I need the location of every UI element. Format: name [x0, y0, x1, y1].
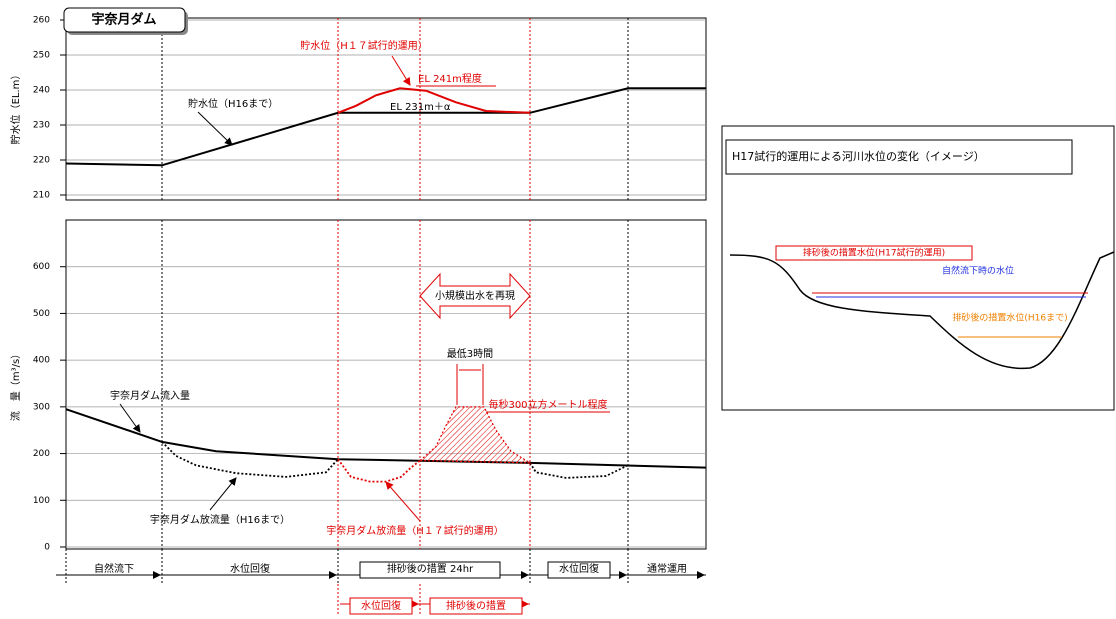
series-label: 貯水位（H１７試行的運用） [300, 39, 428, 52]
y-tick-label: 600 [33, 262, 50, 272]
area [418, 406, 533, 464]
line [161, 441, 629, 479]
plot-frame [65, 17, 707, 201]
plots: 210 220 230 240 250 260 0 100 200 300 400 500 600 [33, 16, 707, 616]
line [65, 408, 707, 469]
line [337, 458, 421, 483]
series-label: 宇奈月ダム放流量（H16まで） [150, 513, 290, 526]
leader [119, 403, 141, 433]
chart-title: 宇奈月ダム [91, 12, 156, 28]
sub-phase-label: 水位回復 [361, 599, 401, 612]
sub-phase-box [429, 597, 523, 615]
inset-label: 自然流下時の水位 [942, 265, 1014, 277]
y-tick-label: 250 [33, 51, 50, 61]
phase-box [547, 561, 611, 579]
sub-phase-box [349, 597, 413, 615]
inset-label: 排砂後の措置水位(H17試行的運用) [803, 247, 945, 259]
leader [385, 481, 421, 522]
y-axis-label: 流 量（m³/s） [9, 349, 22, 421]
phase-label: 水位回復 [559, 562, 599, 575]
phase-label: 自然流下 [94, 562, 134, 575]
y-tick-label: 400 [33, 356, 50, 366]
inset-label: 排砂後の措置水位(H16まで) [952, 312, 1067, 324]
y-tick-label: 240 [33, 86, 50, 96]
inset-title-box [725, 139, 1073, 175]
annotation: EL 231m＋α [390, 102, 451, 113]
series-label: 宇奈月ダム流入量 [110, 389, 190, 402]
leader [197, 111, 233, 146]
label-box [775, 245, 973, 261]
y-axis-label: 貯水位（EL.m） [9, 70, 22, 145]
y-tick-label: 0 [44, 543, 50, 553]
leader [391, 55, 411, 86]
series-label: 貯水位（H16まで） [188, 97, 278, 110]
double-arrow [419, 272, 531, 320]
y-tick-label: 230 [33, 121, 50, 131]
phase-label: 排砂後の措置 24hr [387, 562, 474, 575]
annotation: EL 241m程度 [418, 72, 482, 85]
annotation: 最低3時間 [447, 347, 493, 360]
inset-title: H17試行的運用による河川水位の変化（イメージ） [732, 149, 985, 163]
y-tick-label: 200 [33, 449, 50, 459]
line [337, 87, 531, 114]
series-label: 毎秒300立方メートル程度 [488, 398, 607, 411]
y-tick-label: 300 [33, 402, 50, 412]
series-label: 宇奈月ダム放流量（H１７試行的運用） [326, 524, 504, 537]
inset-frame [721, 125, 1115, 411]
y-tick-label: 220 [33, 156, 50, 166]
phase-label: 水位回復 [230, 562, 270, 575]
y-tick-label: 210 [33, 191, 50, 201]
annotation: 小規模出水を再現 [435, 289, 515, 302]
y-tick-label: 100 [33, 496, 50, 506]
title-box [63, 7, 186, 33]
sub-phase-label: 排砂後の措置 [446, 599, 506, 612]
river-section [729, 251, 1115, 370]
leader [209, 477, 237, 511]
y-tick-label: 260 [33, 16, 50, 26]
phase-label: 通常運用 [647, 562, 687, 575]
line [65, 87, 706, 167]
y-tick-label: 500 [33, 309, 50, 319]
phase-box [359, 561, 501, 579]
